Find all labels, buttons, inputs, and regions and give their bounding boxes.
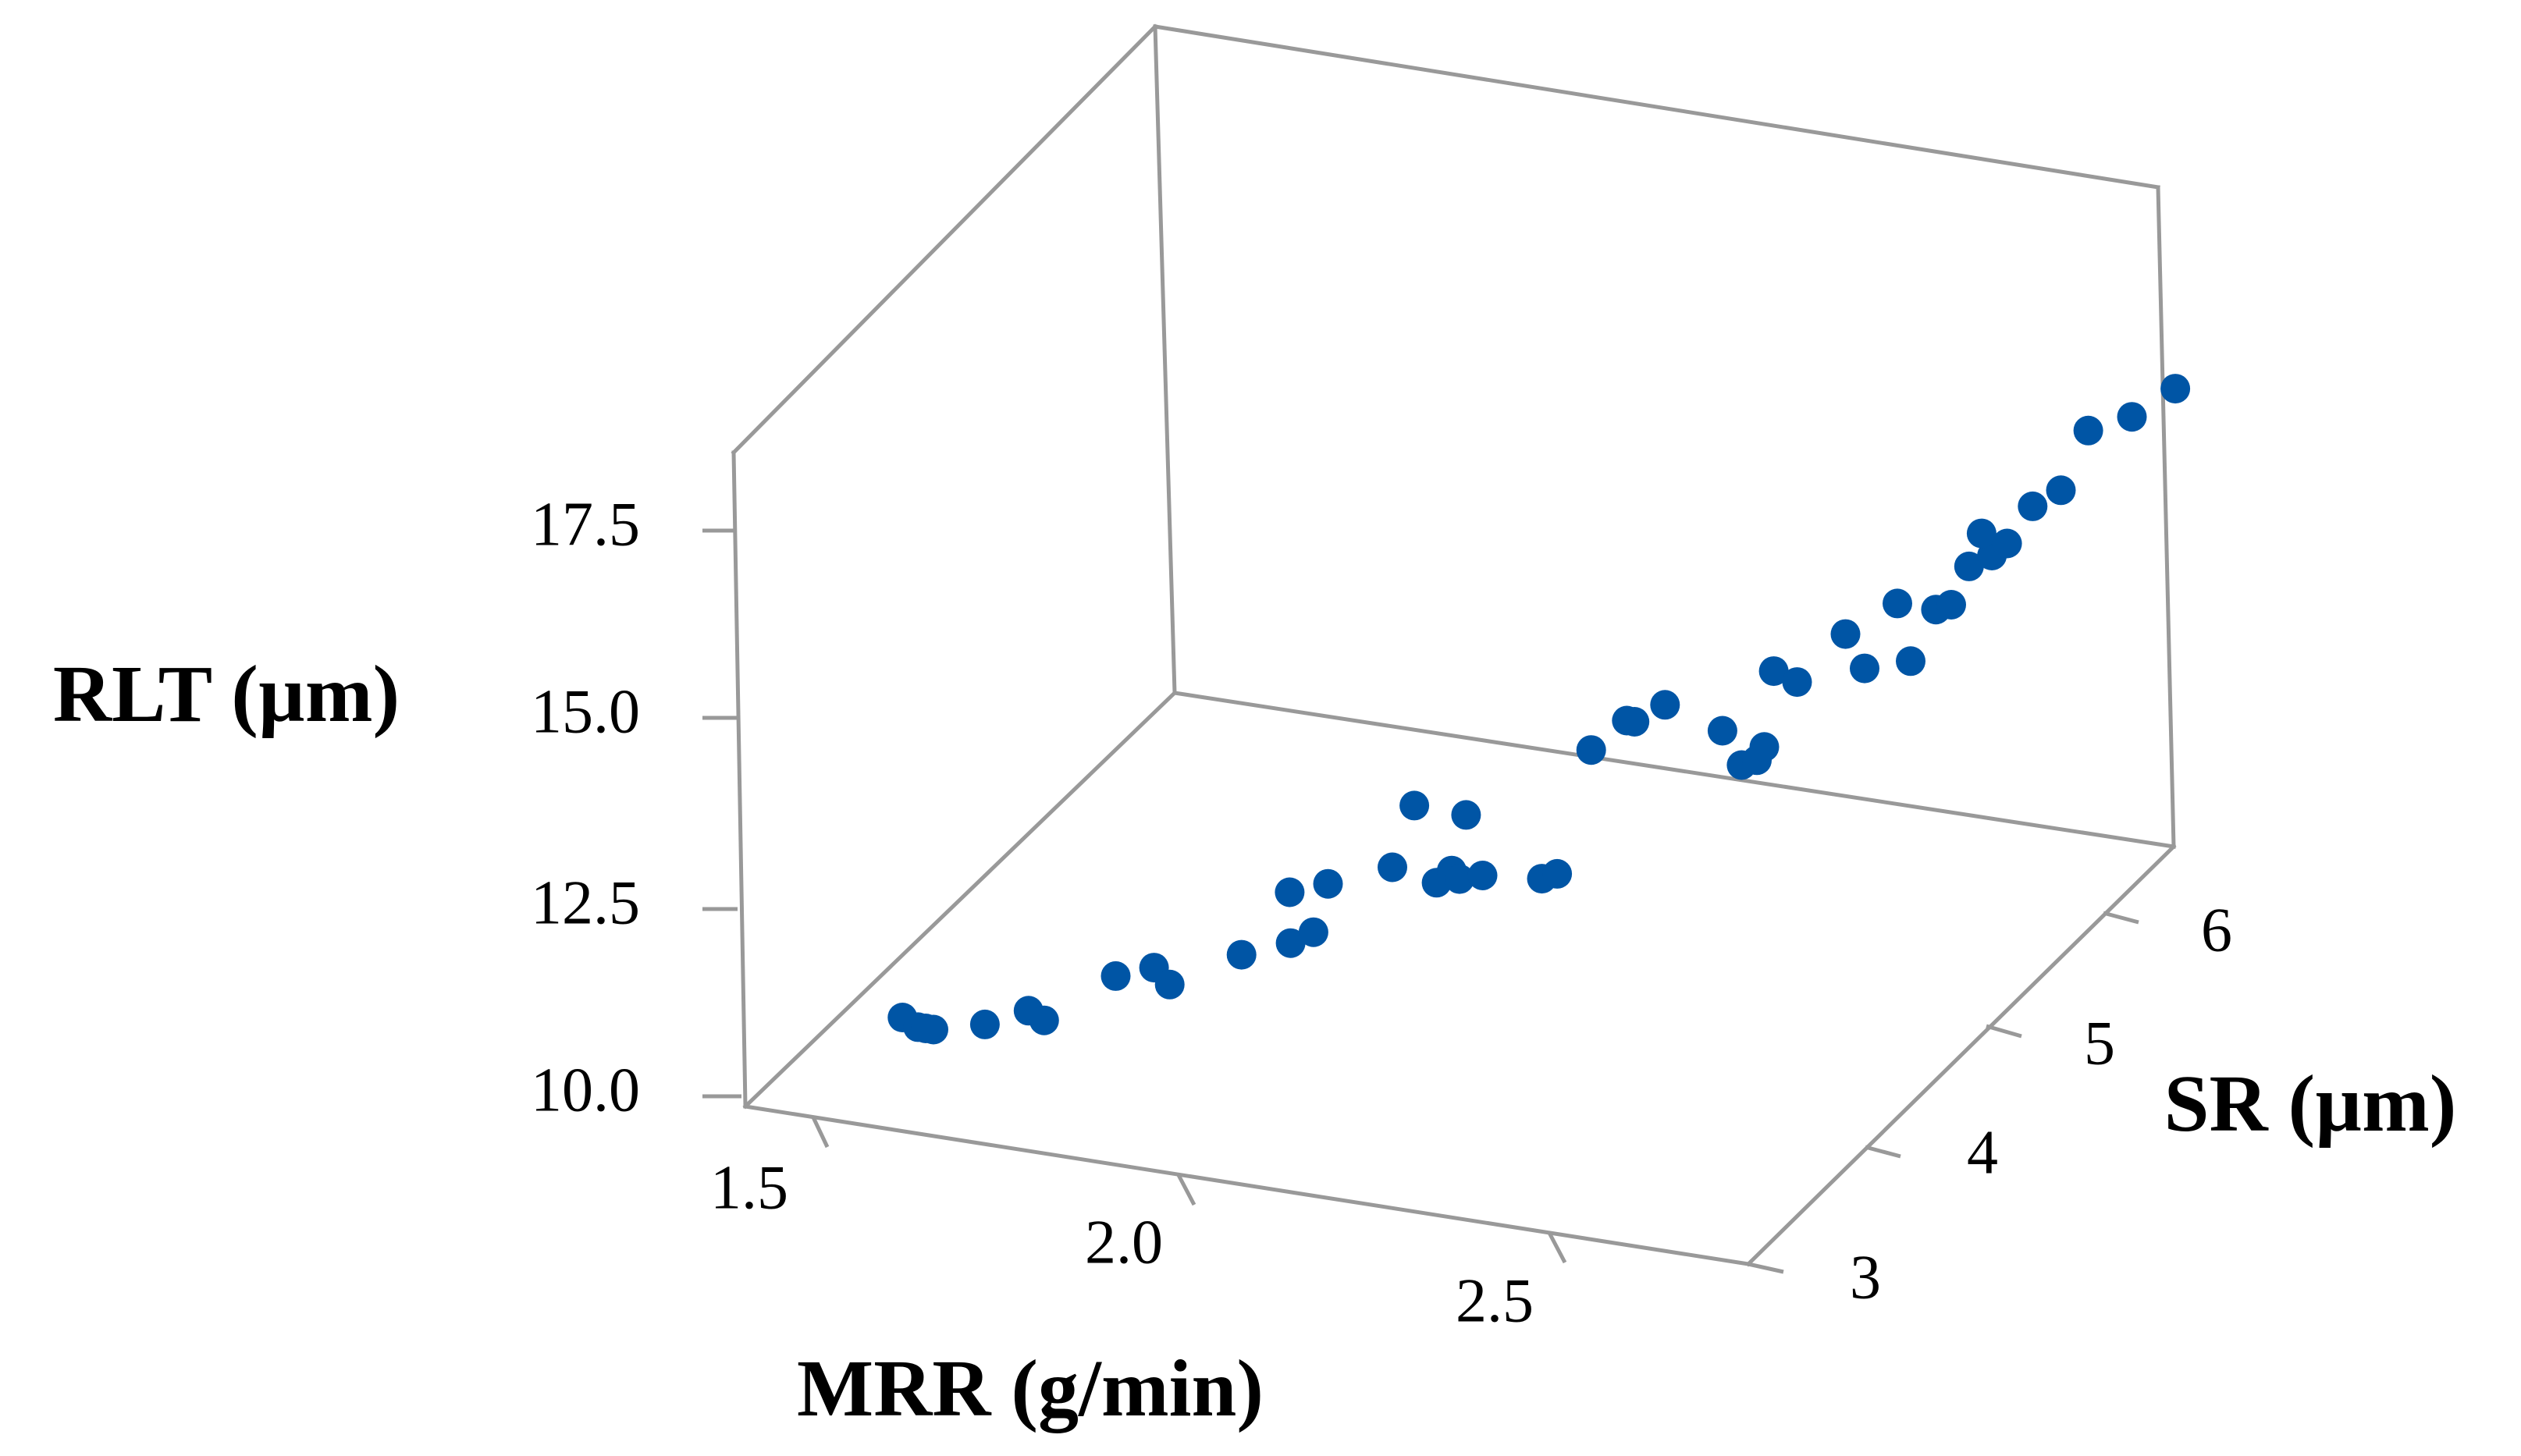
frame-floor-left-edge xyxy=(742,690,1178,1110)
frame-front-edge-y xyxy=(1745,843,2177,1267)
data-point xyxy=(1620,707,1650,737)
frame-right-vertical xyxy=(2156,185,2176,849)
data-point xyxy=(1298,917,1328,947)
y-tick-mark xyxy=(1865,1145,1901,1159)
data-point xyxy=(2117,402,2147,432)
z-tick-label: 12.5 xyxy=(531,868,640,937)
data-point xyxy=(1378,852,1407,882)
data-point xyxy=(1758,656,1789,687)
x-tick-label: 2.5 xyxy=(1456,1266,1534,1335)
frame-top-back-edge xyxy=(1153,24,2160,190)
data-point xyxy=(1154,969,1185,1000)
chart-frame xyxy=(731,23,2177,1267)
frame-front-edge-x xyxy=(743,1104,1751,1266)
y-tick-label: 4 xyxy=(1967,1118,1998,1187)
data-point xyxy=(919,1014,948,1045)
z-tick-label: 10.0 xyxy=(531,1056,640,1124)
x-tick-mark xyxy=(1176,1174,1196,1206)
data-points xyxy=(887,374,2191,1045)
y-tick-label: 6 xyxy=(2201,896,2232,964)
data-point xyxy=(969,1009,1000,1039)
data-point xyxy=(1954,551,1984,581)
y-tick-mark xyxy=(2103,911,2139,925)
z-axis-title: RLT (µm) xyxy=(53,649,400,739)
y-axis: 3 4 5 6 SR (µm) xyxy=(1748,896,2456,1312)
data-point xyxy=(1451,800,1481,830)
x-axis-title: MRR (g/min) xyxy=(797,1344,1264,1433)
data-point xyxy=(1936,590,1966,620)
data-point xyxy=(1445,864,1474,894)
z-axis: 10.0 12.5 15.0 17.5 RLT (µm) xyxy=(53,490,741,1124)
frame-left-vertical xyxy=(731,450,748,1109)
data-point xyxy=(1275,877,1305,907)
y-tick-mark xyxy=(1748,1262,1784,1274)
data-point xyxy=(1992,528,2022,559)
frame-back-vertical xyxy=(1153,24,1177,695)
data-point xyxy=(1467,861,1498,890)
data-point xyxy=(1399,790,1430,821)
data-point xyxy=(2046,475,2076,506)
data-point xyxy=(1883,588,1912,619)
x-tick-label: 1.5 xyxy=(710,1153,788,1222)
data-point xyxy=(1576,735,1606,765)
data-point xyxy=(1966,518,1997,549)
data-point xyxy=(1100,961,1131,991)
data-point xyxy=(1782,667,1812,698)
data-point xyxy=(2018,491,2048,521)
y-axis-title: SR (µm) xyxy=(2164,1059,2457,1149)
data-point xyxy=(1275,928,1306,958)
frame-top-left-edge xyxy=(731,23,1158,456)
data-point xyxy=(1313,868,1343,899)
data-point xyxy=(1029,1005,1059,1035)
data-point xyxy=(1749,732,1780,762)
data-point xyxy=(1542,858,1573,889)
data-point xyxy=(2073,415,2103,446)
frame-floor-back-edge xyxy=(1172,691,2176,849)
data-point xyxy=(2160,374,2191,404)
y-tick-label: 5 xyxy=(2084,1009,2115,1078)
data-point xyxy=(1896,646,1925,677)
z-tick-label: 15.0 xyxy=(531,677,640,746)
data-point xyxy=(1850,653,1879,684)
x-axis: 1.5 2.0 2.5 MRR (g/min) xyxy=(710,1116,1567,1433)
data-point xyxy=(1830,619,1861,649)
y-tick-label: 3 xyxy=(1850,1243,1881,1312)
x-tick-mark xyxy=(1547,1231,1567,1264)
z-tick-label: 17.5 xyxy=(531,490,640,559)
data-point xyxy=(1650,690,1680,720)
data-point xyxy=(1226,939,1257,970)
x-tick-mark xyxy=(811,1116,830,1149)
data-point xyxy=(1707,716,1737,746)
y-tick-mark xyxy=(1986,1024,2022,1039)
x-tick-label: 2.0 xyxy=(1085,1208,1163,1277)
